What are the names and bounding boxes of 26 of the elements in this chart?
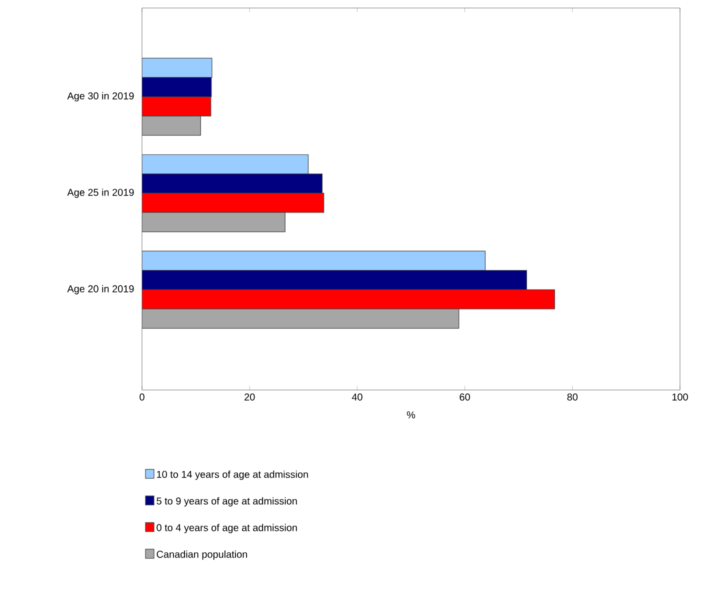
bar [142,289,555,310]
y-tick-label: Age 25 in 2019 [67,188,134,198]
legend-label: Canadian population [156,550,247,560]
bar [142,212,286,232]
bar [142,154,309,174]
x-axis-title: % [406,411,416,418]
bar [142,250,486,271]
y-tick-label: Age 20 in 2019 [67,285,134,294]
bar [142,96,212,116]
x-tick-label: 20 [244,394,255,401]
legend-label: 0 to 4 years of age at admission [156,524,297,534]
bar [142,270,527,290]
legend-label: 10 to 14 years of age at admission [157,470,308,480]
bar [142,174,323,194]
x-tick-label: 60 [460,394,470,401]
bar [142,192,324,213]
x-tick-label: 0 [140,394,144,401]
bar [142,116,201,136]
bar [142,308,460,329]
bar [142,58,212,78]
x-tick-label: 100 [672,394,688,401]
x-tick-label: 40 [352,394,362,401]
x-tick-label: 80 [567,394,578,401]
y-tick-label: Age 30 in 2019 [67,92,134,102]
bar [142,77,212,98]
legend-label: 5 to 9 years of age at admission [156,497,297,507]
